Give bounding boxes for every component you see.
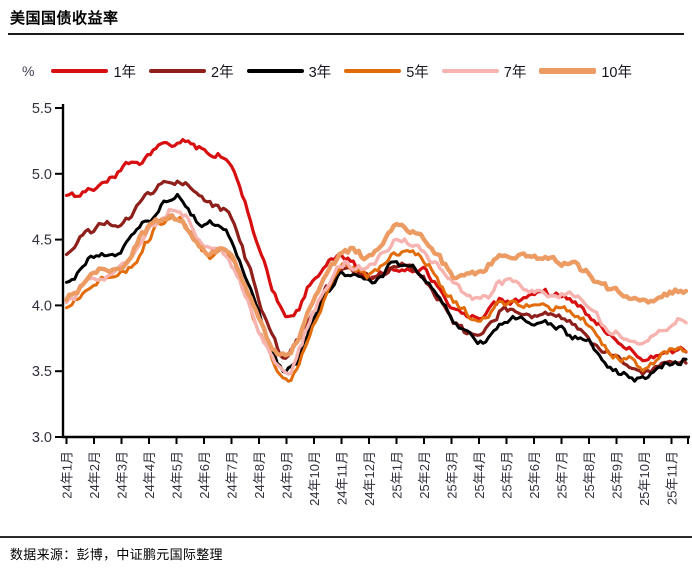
y-tick-label: 4.5 xyxy=(32,233,52,249)
y-axis-unit-label: % xyxy=(22,63,35,79)
x-tick-label: 24年10月 xyxy=(307,451,322,506)
legend-label: 3年 xyxy=(308,64,332,81)
x-tick-label: 24年2月 xyxy=(87,451,102,499)
x-tick-label: 24年5月 xyxy=(170,451,185,499)
legend-row: % 1年 2年 3年 5年 7年 10年 xyxy=(22,60,692,82)
x-tick-label: 25年10月 xyxy=(637,451,652,506)
series-line-5年 xyxy=(65,215,688,383)
series-line-10年 xyxy=(64,212,689,358)
legend-swatch xyxy=(149,68,207,74)
legend-label: 10年 xyxy=(601,64,632,81)
x-tick-label: 24年4月 xyxy=(142,451,157,499)
legend-item-1年: 1年 xyxy=(51,61,136,82)
x-tick-label: 25年5月 xyxy=(500,451,515,499)
x-tick-label: 25年1月 xyxy=(390,451,405,499)
y-tick-group: 5.5 5.0 4.5 4.0 3.5 3.0 xyxy=(32,101,63,446)
x-tick-label: 24年9月 xyxy=(280,451,295,499)
legend-swatch xyxy=(246,68,304,74)
title-rule xyxy=(8,33,684,35)
x-tick-label: 25年3月 xyxy=(445,451,460,499)
x-tick-label: 24年3月 xyxy=(115,451,130,499)
chart-title: 美国国债收益率 xyxy=(10,10,119,27)
legend-label: 2年 xyxy=(211,64,234,81)
x-tick-label: 24年12月 xyxy=(362,451,377,506)
legend-label: 5年 xyxy=(406,64,429,81)
legend-item-7年: 7年 xyxy=(441,61,527,82)
x-tick-label: 24年11月 xyxy=(335,451,350,505)
legend-swatch xyxy=(51,68,109,74)
legend-item-2年: 2年 xyxy=(149,61,234,82)
x-tick-label: 24年8月 xyxy=(252,451,267,499)
legend-item-10年: 10年 xyxy=(539,61,632,82)
y-tick-label: 3.5 xyxy=(32,364,52,380)
x-tick-label: 25年4月 xyxy=(472,451,487,499)
x-tick-label: 25年7月 xyxy=(555,451,570,499)
x-tick-label: 25年11月 xyxy=(665,451,680,505)
legend-item-5年: 5年 xyxy=(344,61,429,82)
data-source: 数据来源：彭博，中证鹏元国际整理 xyxy=(10,547,223,562)
x-tick-group: 24年1月 24年2月 24年3月 24年4月 24年5月 24年6月 24年7月 24年8月… xyxy=(60,437,689,506)
x-tick-label: 25年9月 xyxy=(610,451,625,499)
legend-label: 1年 xyxy=(113,64,137,81)
y-tick-label: 3.0 xyxy=(32,430,52,446)
legend-swatch xyxy=(539,68,597,74)
footer-rule xyxy=(0,536,692,538)
legend-swatch xyxy=(441,68,499,74)
x-tick-label: 24年1月 xyxy=(60,451,75,499)
legend-label: 7年 xyxy=(503,64,527,81)
x-tick-label: 25年2月 xyxy=(417,451,432,499)
x-tick-label: 25年8月 xyxy=(582,451,597,499)
x-tick-label: 24年6月 xyxy=(197,451,212,499)
series-line-3年 xyxy=(65,192,688,383)
legend-swatch xyxy=(344,68,402,74)
series-line-2年 xyxy=(64,179,688,376)
x-tick-label: 24年7月 xyxy=(225,451,240,499)
chart-legend: 1年 2年 3年 5年 7年 10年 xyxy=(51,61,645,82)
y-tick-label: 4.0 xyxy=(32,298,52,314)
series-line-7年 xyxy=(64,207,688,376)
y-tick-label: 5.0 xyxy=(32,167,52,183)
y-tick-label: 5.5 xyxy=(32,101,52,117)
x-tick-label: 25年6月 xyxy=(527,451,542,499)
legend-item-3年: 3年 xyxy=(246,61,332,82)
axes xyxy=(61,104,690,439)
